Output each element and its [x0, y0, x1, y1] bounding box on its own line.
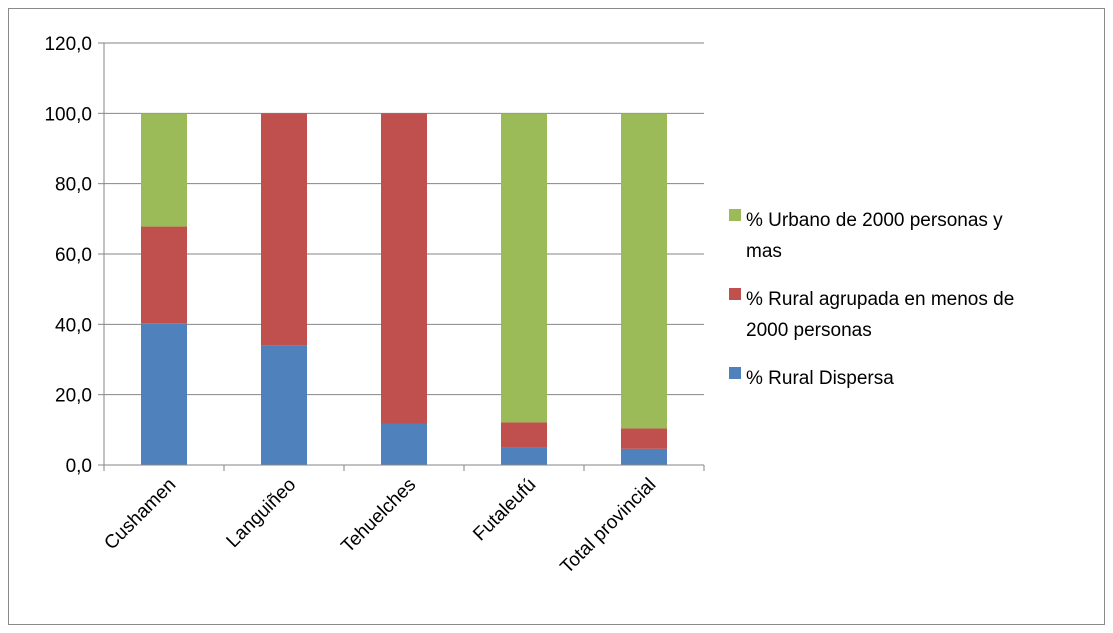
y-tick-label: 120,0 — [44, 34, 92, 55]
x-tick-label: Futaleufú — [469, 474, 540, 545]
legend-swatch — [729, 367, 741, 379]
bar-segment — [141, 226, 187, 324]
legend-item: % Rural agrupada en menos de 2000 persona… — [729, 288, 1014, 341]
chart-frame: 0,0 20,0 40,0 60,0 80,0 100,0 120,0 Cushamen La… — [8, 8, 1105, 625]
y-tick-label: 20,0 — [55, 386, 92, 407]
bar-segment — [621, 428, 667, 449]
stacked-bar-chart: 0,0 20,0 40,0 60,0 80,0 100,0 120,0 Cushamen La… — [44, 34, 1014, 578]
bar-segment — [141, 323, 187, 465]
legend-label: 2000 personas — [746, 320, 872, 341]
bar-segment — [501, 447, 547, 465]
x-tick-label: Cushamen — [100, 474, 180, 554]
legend-label: % Rural agrupada en menos de — [746, 289, 1014, 310]
legend-item: % Urbano de 2000 personas y mas — [729, 209, 1003, 262]
legend: % Urbano de 2000 personas y mas % Rural ag… — [729, 209, 1014, 389]
legend-label: mas — [746, 241, 782, 262]
x-tick-label: Languiñeo — [223, 474, 301, 552]
axes — [98, 42, 705, 471]
y-tick-label: 100,0 — [44, 104, 92, 125]
y-tick-label: 80,0 — [55, 175, 92, 196]
x-tick-label: Total provincial — [557, 474, 661, 578]
bar-segment — [501, 113, 547, 423]
bar-segment — [501, 422, 547, 448]
legend-label: % Urbano de 2000 personas y — [746, 210, 1003, 231]
bar-segment — [261, 113, 307, 346]
legend-swatch — [729, 288, 741, 300]
bar-segment — [621, 113, 667, 429]
bars — [141, 113, 667, 465]
bar-segment — [621, 448, 667, 465]
bar-segment — [381, 113, 427, 424]
x-tick-label: Tehuelches — [337, 474, 420, 557]
bar-segment — [381, 423, 427, 465]
legend-item: % Rural Dispersa — [729, 367, 894, 389]
x-axis-tick-labels: Cushamen Languiñeo Tehuelches Futaleufú Tota… — [100, 474, 660, 578]
y-tick-label: 60,0 — [55, 245, 92, 266]
legend-swatch — [729, 209, 741, 221]
bar-segment — [141, 113, 187, 227]
y-axis-tick-labels: 0,0 20,0 40,0 60,0 80,0 100,0 120,0 — [44, 34, 92, 477]
legend-label: % Rural Dispersa — [746, 368, 894, 389]
y-tick-label: 0,0 — [66, 456, 92, 477]
y-tick-label: 40,0 — [55, 315, 92, 336]
bar-segment — [261, 345, 307, 465]
